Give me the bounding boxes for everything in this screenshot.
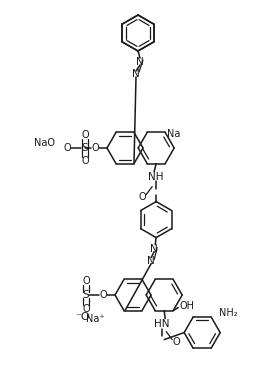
- Text: O: O: [63, 143, 71, 153]
- Text: O: O: [91, 143, 99, 153]
- Text: Na: Na: [167, 129, 181, 139]
- Text: N: N: [136, 57, 144, 67]
- Text: S: S: [82, 143, 88, 153]
- Text: O: O: [138, 192, 146, 202]
- Text: O: O: [99, 290, 107, 300]
- Text: N: N: [132, 69, 140, 79]
- Text: O: O: [172, 337, 180, 347]
- Text: ⁻O: ⁻O: [76, 312, 90, 322]
- Text: N: N: [147, 256, 155, 265]
- Text: OH: OH: [180, 300, 195, 311]
- Text: NaO: NaO: [34, 138, 55, 148]
- Text: O: O: [81, 130, 89, 140]
- Text: NH: NH: [149, 171, 164, 182]
- Text: S: S: [83, 290, 89, 300]
- Text: N: N: [150, 244, 158, 253]
- Text: Na⁺: Na⁺: [86, 314, 104, 324]
- Text: O: O: [82, 276, 90, 286]
- Text: HN: HN: [154, 318, 170, 329]
- Text: O: O: [81, 156, 89, 166]
- Text: O: O: [82, 304, 90, 314]
- Text: NH₂: NH₂: [219, 308, 238, 318]
